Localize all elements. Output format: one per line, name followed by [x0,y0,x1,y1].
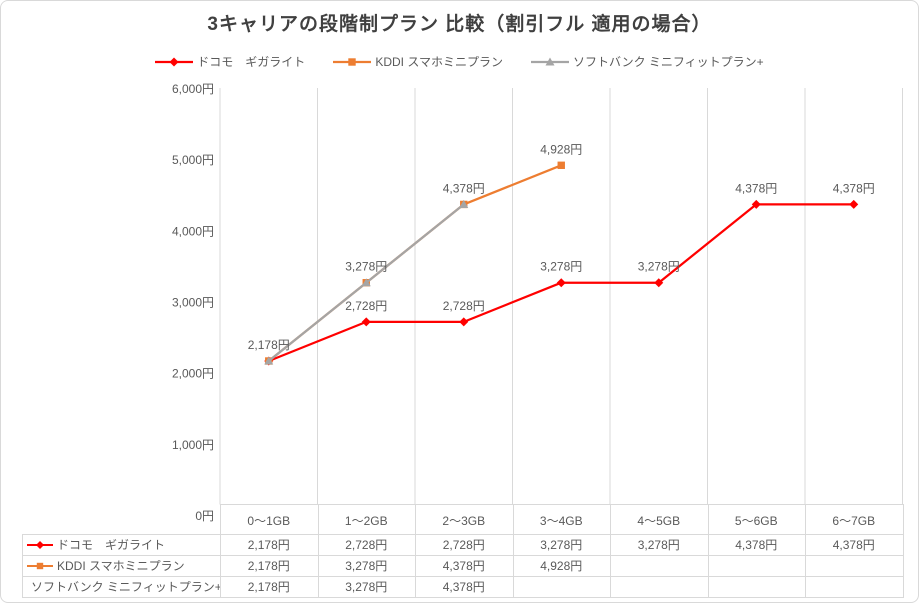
table-value-cell: 2,728円 [442,538,485,552]
series-marker-docomo [556,278,566,288]
table-grid-line [22,597,904,598]
table-value-cell [708,555,806,576]
data-label-docomo: 4,378円 [833,181,875,195]
table-value-cell: 4,378円 [442,580,485,594]
legend-key-marker [545,57,555,66]
y-axis-tick-label: 2,000円 [172,367,214,381]
data-label-kddi: 4,378円 [443,181,485,195]
table-grid-line [317,504,319,598]
data-label-docomo: 2,178円 [248,338,290,352]
table-row-label-kddi: KDDI スマホミニプラン [22,555,220,576]
table-row-label-docomo: ドコモ ギガライト [22,534,220,555]
table-value-cell: 4,378円 [442,559,485,573]
table-row-label-text: ソフトバンク ミニフィットプラン+ [31,580,220,594]
table-grid-line [220,504,904,505]
table-grid-line [220,504,221,598]
table-grid-line [805,504,806,598]
data-label-docomo: 3,278円 [638,260,680,274]
table-value-cell: 4,928円 [540,559,583,573]
table-value-cell [610,555,708,576]
table-value-cell: 2,728円 [345,538,388,552]
y-axis-tick-label: 4,000円 [172,224,214,238]
legend-item-docomo: ドコモ ギガライト [155,53,305,70]
series-marker-kddi [557,161,565,169]
table-row-label-softbank: ソフトバンク ミニフィットプラン+ [22,576,220,597]
series-marker-docomo [654,278,664,288]
data-label-docomo: 2,728円 [443,299,485,313]
series-marker-softbank [264,356,274,365]
diamond-legend-key-icon [155,57,194,66]
table-row-label-text: KDDI スマホミニプラン [57,559,185,573]
table-value-cell [513,576,611,597]
table-row-label-text: ドコモ ギガライト [57,538,166,552]
square-table-key-icon [27,562,53,569]
series-marker-docomo [361,317,371,327]
y-axis-tick-label: 6,000円 [172,82,214,96]
table-key-marker [36,562,44,569]
table-grid-line [22,576,904,577]
table-header-cell: 4〜5GB [637,514,681,528]
table-value-cell: 3,278円 [637,538,680,552]
series-marker-softbank [361,278,371,287]
table-value-cell: 3,278円 [345,559,388,573]
table-value-cell [708,576,806,597]
table-value-cell: 2,178円 [247,538,290,552]
triangle-legend-key-icon [530,57,569,66]
table-grid-line [512,504,514,598]
table-grid-line [902,504,904,598]
table-value-cell: 4,378円 [832,538,875,552]
chart-title: 3キャリアの段階制プラン 比較（割引フル 適用の場合） [207,14,712,35]
data-label-docomo: 3,278円 [540,260,582,274]
table-value-cell: 2,178円 [247,580,290,594]
square-legend-key-icon [333,57,372,66]
diamond-table-key-icon [27,540,53,549]
table-grid-line [707,504,709,598]
data-label-kddi: 4,928円 [540,142,582,156]
series-marker-softbank [459,199,469,208]
table-value-cell: 4,378円 [735,538,778,552]
table-grid-line [22,534,904,535]
table-key-marker [36,540,44,549]
table-grid-line [22,555,904,556]
data-label-docomo: 2,728円 [345,299,387,313]
table-grid-line [610,504,611,598]
legend-item-softbank: ソフトバンク ミニフィットプラン+ [530,53,764,70]
table-header-cell: 2〜3GB [442,514,486,528]
table-value-cell [610,576,708,597]
legend-item-kddi: KDDI スマホミニプラン [333,53,503,70]
table-value-cell [805,576,903,597]
legend-label: KDDI スマホミニプラン [375,55,503,69]
table-header-cell: 1〜2GB [344,514,388,528]
table-value-cell: 3,278円 [540,538,583,552]
table-header-cell: 0〜1GB [247,514,291,528]
legend-label: ドコモ ギガライト [197,55,306,69]
legend-key-marker [169,57,179,66]
table-value-cell: 3,278円 [345,580,388,594]
y-axis-tick-label: 5,000円 [172,153,214,167]
table-grid-line [22,534,23,598]
legend: ドコモ ギガライト KDDI スマホミニプラン ソフトバンク ミニフィットプラン+ [1,53,918,70]
data-label-kddi: 3,278円 [345,260,387,274]
series-marker-docomo [459,317,469,327]
table-header-cell: 3〜4GB [539,514,583,528]
data-label-docomo: 4,378円 [735,181,777,195]
y-axis-tick-label: 0円 [195,509,214,523]
table-header-cell: 5〜6GB [734,514,778,528]
table-value-cell: 2,178円 [247,559,290,573]
table-grid-line [415,504,416,598]
y-axis-tick-label: 3,000円 [172,296,214,310]
legend-label: ソフトバンク ミニフィットプラン+ [572,55,764,69]
table-value-cell [805,555,903,576]
table-header-cell: 6〜7GB [832,514,876,528]
series-marker-docomo [751,199,761,209]
legend-key-marker [348,57,357,66]
y-axis-tick-label: 1,000円 [172,438,214,452]
series-marker-docomo [849,199,859,209]
